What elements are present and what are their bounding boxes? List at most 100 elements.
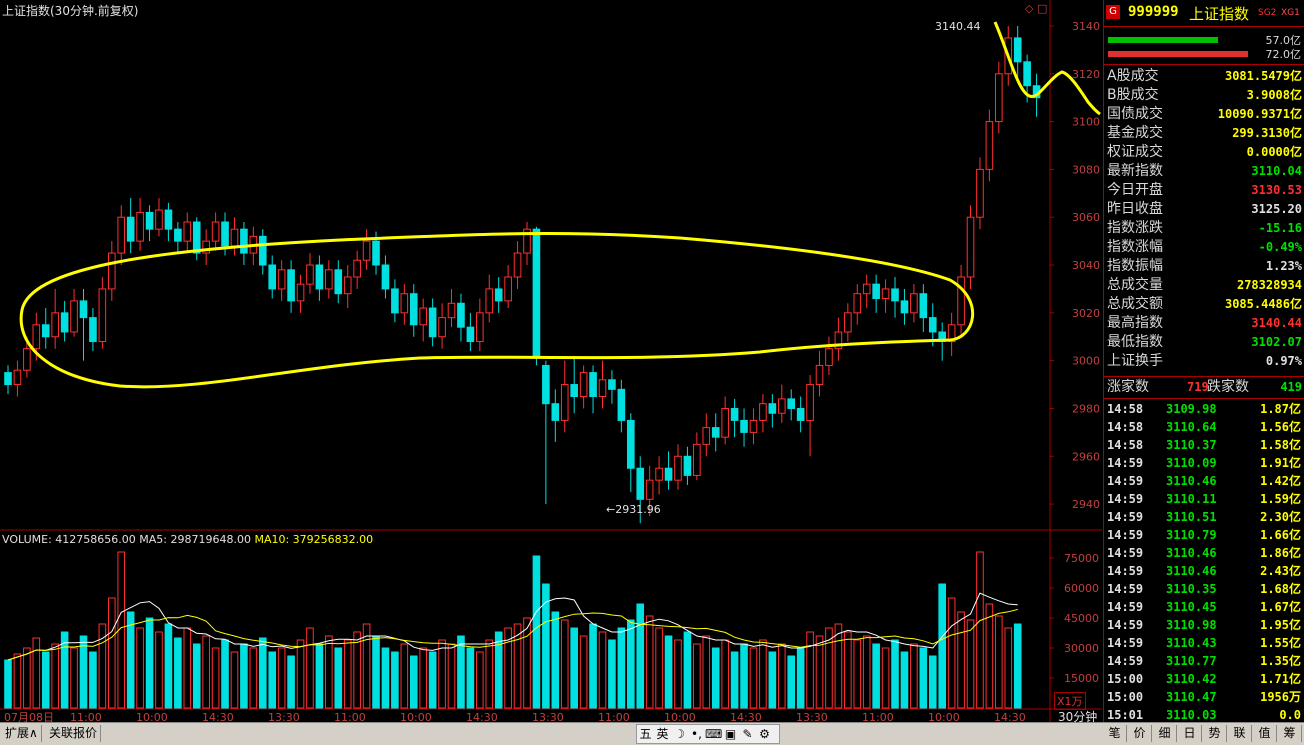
tick-volume: 1.42亿	[1260, 474, 1301, 488]
right-tab[interactable]: 筹	[1278, 725, 1302, 742]
right-tab[interactable]: 势	[1203, 725, 1227, 742]
candle	[985, 109, 994, 182]
volume-bar	[523, 617, 531, 709]
right-tab[interactable]: 价	[1128, 725, 1152, 742]
volume-bar	[1013, 623, 1022, 709]
ime-icon[interactable]: ✎	[742, 727, 753, 741]
tick-time: 14:59	[1107, 528, 1144, 542]
candle	[844, 303, 852, 342]
price-axis: 3140 3120 3100 3080 3060 3040 3020 3000 2980 2960…	[1050, 20, 1100, 511]
ime-icon[interactable]: 五	[639, 727, 652, 741]
volume-ma-lines	[7, 592, 1018, 661]
tick-volume: 1.55亿	[1260, 636, 1301, 650]
ime-icon[interactable]: ☽	[674, 727, 685, 741]
candle	[759, 394, 767, 433]
volume-bar	[391, 651, 399, 709]
volume-bar	[107, 597, 116, 709]
ime-icon[interactable]: •,	[691, 727, 702, 741]
volume-bar	[334, 647, 343, 709]
candle	[353, 250, 361, 289]
ime-icon[interactable]: ▣	[724, 727, 737, 741]
candle	[626, 413, 635, 493]
volume-bar	[655, 627, 663, 709]
quote-row: 最新指数 3110.04	[1104, 162, 1304, 181]
tick-volume: 2.43亿	[1260, 564, 1301, 578]
volume-bar	[306, 627, 314, 709]
volume-bar	[174, 637, 182, 709]
volume-bar	[626, 619, 635, 709]
linked-quote-button[interactable]: 关联报价	[46, 725, 102, 742]
candle	[117, 205, 126, 266]
volume-bar	[645, 615, 654, 709]
candle	[542, 360, 550, 505]
candle	[523, 221, 531, 266]
ime-toolbar[interactable]: 五英 ☽ •, ⌨ ▣ ✎ ⚙	[636, 724, 780, 744]
quote-row-value: 3110.04	[1251, 164, 1302, 178]
volume-bar	[834, 623, 843, 709]
quote-row-label: 权证成交	[1107, 144, 1163, 160]
g-icon[interactable]: G	[1106, 5, 1120, 19]
candle	[428, 298, 437, 347]
high-annotation: 3140.44	[935, 20, 981, 33]
volume-bar	[985, 603, 994, 709]
trend-drawn-line	[993, 21, 1101, 116]
volume-bar	[589, 623, 597, 709]
quote-row-value: 3.9008亿	[1246, 88, 1302, 102]
tick-price: 3110.77	[1166, 654, 1217, 668]
quote-row-label: 指数涨跌	[1107, 220, 1163, 236]
tick-price: 3110.46	[1166, 474, 1217, 488]
tick-volume: 1.67亿	[1260, 600, 1301, 614]
quote-row-value: 3102.07	[1251, 335, 1302, 349]
kline-chart[interactable]: 3140 3120 3100 3080 3060 3040 3020 3000 2980 2960…	[0, 0, 1103, 722]
tick-volume: 1.91亿	[1260, 456, 1301, 470]
volume-bar	[787, 655, 796, 709]
period-label[interactable]: 30分钟	[1058, 710, 1098, 724]
quote-row: 总成交额 3085.4486亿	[1104, 295, 1304, 314]
candle	[1013, 25, 1022, 79]
tick-volume: 1.71亿	[1260, 672, 1301, 686]
quote-row: 国债成交 10090.9371亿	[1104, 105, 1304, 124]
window-controls[interactable]: ◇ □	[1025, 2, 1048, 15]
quote-row-value: -0.49%	[1258, 240, 1302, 254]
quote-row-label: 最高指数	[1107, 315, 1163, 331]
right-tab[interactable]: 值	[1253, 725, 1277, 742]
tick-row: 14:59 3110.46 1.86亿	[1104, 544, 1304, 562]
consolidation-ellipse	[19, 232, 975, 389]
price-tick-label: 3140	[1072, 20, 1100, 33]
quote-row-value: 1.23%	[1265, 259, 1302, 273]
right-tab[interactable]: 联	[1228, 725, 1252, 742]
candle	[513, 241, 522, 289]
tick-price: 3110.64	[1166, 420, 1217, 434]
ime-icon[interactable]: 英	[656, 727, 669, 741]
volume-bar	[532, 555, 541, 709]
volume-bar	[570, 627, 578, 709]
quote-row: 指数振幅 1.23%	[1104, 257, 1304, 276]
volume-bar	[579, 635, 588, 709]
volume-axis: 75000 60000 45000 30000 15000	[1050, 552, 1099, 685]
candle	[806, 374, 814, 457]
volume-bar	[683, 631, 692, 709]
candle	[277, 260, 286, 301]
volume-tick-label: 15000	[1064, 672, 1099, 685]
ime-icon[interactable]: ⚙	[759, 727, 770, 741]
volume-bar	[702, 635, 711, 709]
volume-bar	[711, 647, 720, 709]
volume-bar	[381, 647, 390, 709]
volume-header: VOLUME: 412758656.00 MA5: 298719648.00 M…	[2, 533, 373, 546]
right-tab[interactable]: 细	[1153, 725, 1177, 742]
tick-row: 14:59 3110.98 1.95亿	[1104, 616, 1304, 634]
candle	[51, 288, 59, 349]
candle	[183, 212, 192, 251]
ime-icon[interactable]: ⌨	[705, 727, 723, 741]
quote-row: 最高指数 3140.44	[1104, 314, 1304, 333]
right-tab[interactable]: 笔	[1103, 725, 1127, 742]
expand-button[interactable]: 扩展∧	[2, 725, 42, 742]
right-tab[interactable]: 日	[1178, 725, 1202, 742]
candle	[645, 465, 654, 517]
time-tick-label: 13:30	[796, 711, 828, 722]
tick-price: 3110.47	[1166, 690, 1217, 704]
volume-bar	[287, 655, 295, 709]
down-count-label: 跌家数	[1207, 379, 1249, 395]
time-tick-label: 10:00	[664, 711, 696, 722]
ma10-line	[7, 608, 1018, 661]
